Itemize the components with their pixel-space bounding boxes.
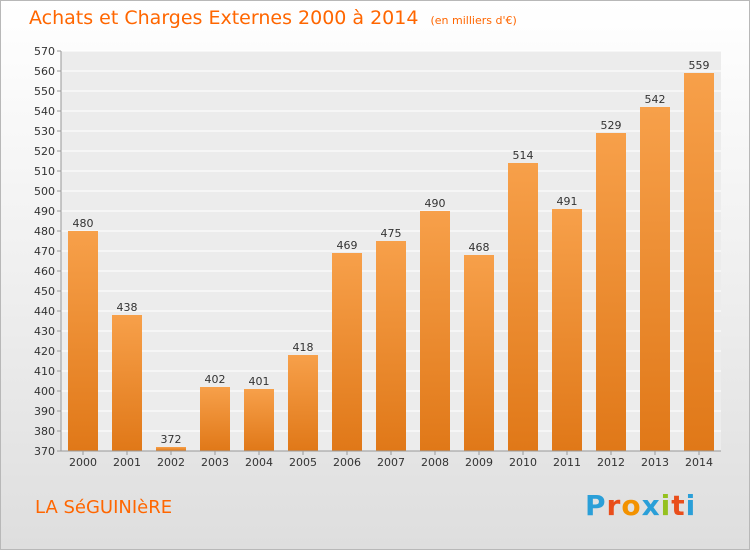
logo-letter: i — [660, 489, 672, 522]
x-tick-label: 2002 — [157, 456, 185, 469]
y-tick-label: 460 — [34, 265, 55, 278]
bar-2006 — [332, 253, 362, 451]
y-tick-label: 450 — [34, 285, 55, 298]
y-tick-label: 440 — [34, 305, 55, 318]
x-tick-label: 2006 — [333, 456, 361, 469]
y-tick-label: 370 — [34, 445, 55, 458]
x-axis-ticks: 2000 2001 2002 2003 2004 2005 2006 2007 2008 2009… — [69, 451, 713, 469]
data-label-2003: 402 — [205, 373, 226, 386]
y-tick-label: 570 — [34, 45, 55, 58]
y-tick-label: 470 — [34, 245, 55, 258]
y-tick-label: 400 — [34, 385, 55, 398]
y-tick-label: 550 — [34, 85, 55, 98]
bars — [68, 73, 714, 451]
bar-2000 — [68, 231, 98, 451]
data-label-2012: 529 — [601, 119, 622, 132]
x-tick-label: 2001 — [113, 456, 141, 469]
bar-2004 — [244, 389, 274, 451]
y-tick-label: 560 — [34, 65, 55, 78]
logo-letter: i — [685, 489, 697, 522]
data-label-2014: 559 — [689, 59, 710, 72]
x-tick-label: 2012 — [597, 456, 625, 469]
data-label-2005: 418 — [293, 341, 314, 354]
data-labels: 480 438 372 402 401 418 469 475 490 468 514 491 529 5… — [73, 59, 710, 446]
bar-2009 — [464, 255, 494, 451]
x-tick-label: 2005 — [289, 456, 317, 469]
title-unit: (en milliers d'€) — [430, 14, 517, 27]
x-tick-label: 2013 — [641, 456, 669, 469]
y-tick-label: 420 — [34, 345, 55, 358]
bar-2011 — [552, 209, 582, 451]
bar-2008 — [420, 211, 450, 451]
data-label-2008: 490 — [425, 197, 446, 210]
x-tick-label: 2004 — [245, 456, 273, 469]
y-tick-label: 500 — [34, 185, 55, 198]
y-tick-label: 430 — [34, 325, 55, 338]
y-tick-label: 380 — [34, 425, 55, 438]
data-label-2001: 438 — [117, 301, 138, 314]
bar-2003 — [200, 387, 230, 451]
proxiti-logo: Proxiti — [585, 489, 696, 522]
data-label-2004: 401 — [249, 375, 270, 388]
logo-letter: o — [621, 489, 642, 522]
data-label-2000: 480 — [73, 217, 94, 230]
data-label-2009: 468 — [469, 241, 490, 254]
bar-2005 — [288, 355, 318, 451]
bar-2012 — [596, 133, 626, 451]
logo-letter: P — [585, 489, 607, 522]
y-tick-label: 490 — [34, 205, 55, 218]
bar-2014 — [684, 73, 714, 451]
data-label-2007: 475 — [381, 227, 402, 240]
x-tick-label: 2000 — [69, 456, 97, 469]
y-tick-label: 530 — [34, 125, 55, 138]
y-tick-label: 510 — [34, 165, 55, 178]
x-tick-label: 2009 — [465, 456, 493, 469]
commune-name: LA SéGUINIèRE — [35, 497, 173, 518]
bar-2007 — [376, 241, 406, 451]
bar-2010 — [508, 163, 538, 451]
x-tick-label: 2011 — [553, 456, 581, 469]
data-label-2011: 491 — [557, 195, 578, 208]
y-tick-label: 520 — [34, 145, 55, 158]
x-tick-label: 2008 — [421, 456, 449, 469]
bar-2002 — [156, 447, 186, 451]
logo-letter: x — [641, 489, 661, 522]
y-tick-label: 540 — [34, 105, 55, 118]
data-label-2006: 469 — [337, 239, 358, 252]
logo-letter: r — [606, 489, 622, 522]
x-tick-label: 2003 — [201, 456, 229, 469]
bar-2013 — [640, 107, 670, 451]
bar-2001 — [112, 315, 142, 451]
x-tick-label: 2010 — [509, 456, 537, 469]
y-tick-label: 480 — [34, 225, 55, 238]
chart-title: Achats et Charges Externes 2000 à 2014 (… — [29, 7, 517, 29]
logo-letter: t — [671, 489, 686, 522]
y-tick-label: 390 — [34, 405, 55, 418]
data-label-2013: 542 — [645, 93, 666, 106]
x-tick-label: 2007 — [377, 456, 405, 469]
x-tick-label: 2014 — [685, 456, 713, 469]
y-tick-label: 410 — [34, 365, 55, 378]
data-label-2010: 514 — [513, 149, 534, 162]
title-text: Achats et Charges Externes 2000 à 2014 — [29, 7, 419, 29]
data-label-2002: 372 — [161, 433, 182, 446]
